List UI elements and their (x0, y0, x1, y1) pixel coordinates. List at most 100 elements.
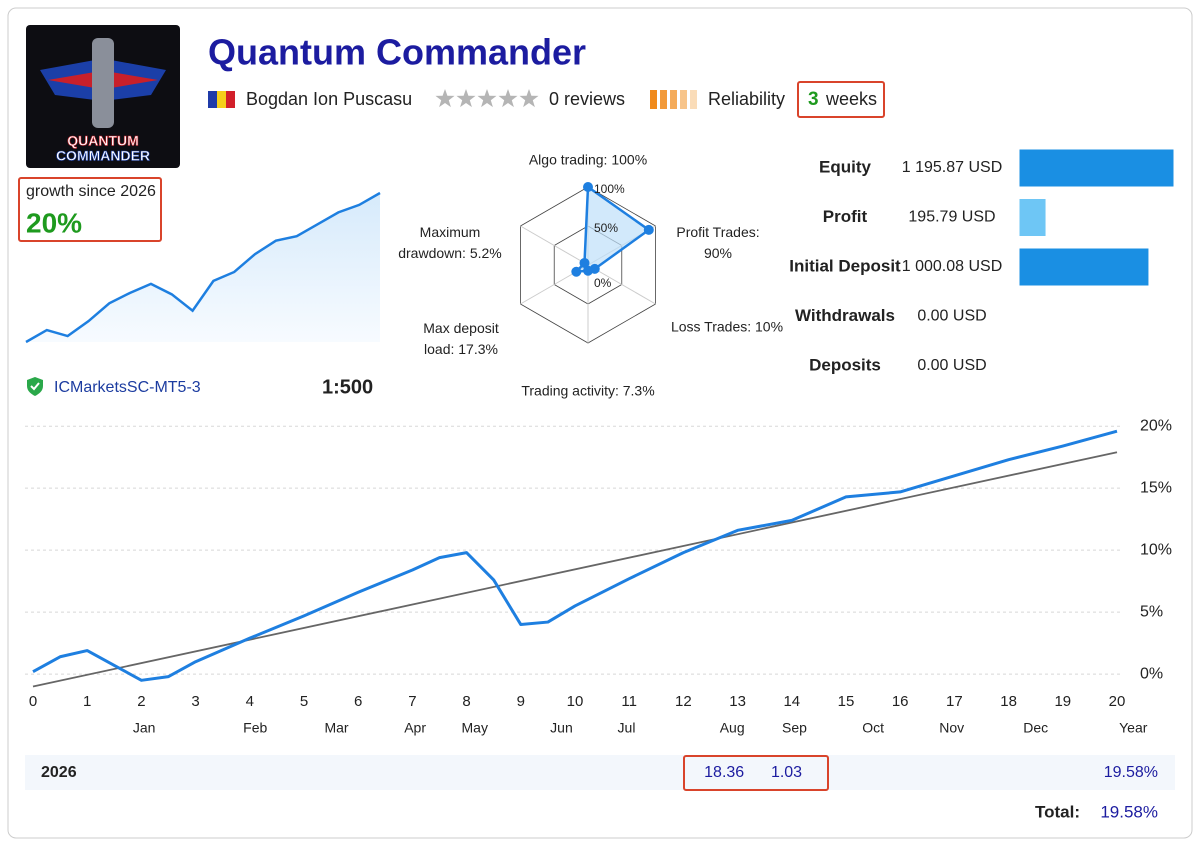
radar-label: Loss Trades: 10% (670, 318, 784, 335)
star (519, 89, 539, 108)
month-value: 18.36 (704, 764, 744, 781)
radar-point (583, 265, 593, 276)
x-tick-label: 7 (408, 693, 416, 710)
logo-text: COMMANDER (56, 148, 150, 164)
radar-label: Max deposit load: 17.3% (423, 320, 499, 357)
radar-spoke (587, 264, 656, 305)
month-label: Nov (939, 720, 964, 736)
reviews[interactable]: 0 reviews (549, 89, 625, 109)
reliability-bar (680, 90, 687, 109)
balance-value: 1 195.87 USD (902, 159, 1003, 176)
radar-point (579, 257, 590, 268)
x-tick-label: 17 (946, 693, 963, 710)
balance-value: 0.00 USD (917, 308, 986, 325)
month-label: Year (1119, 720, 1148, 736)
table-row (25, 755, 1175, 790)
total-value: 19.58% (1100, 802, 1158, 821)
radar-tick-label: 50% (594, 221, 618, 235)
balance-bar (1019, 149, 1174, 187)
x-tick-label: 4 (246, 693, 254, 710)
balance-bar (1019, 199, 1046, 236)
balance-label: Equity (819, 157, 871, 176)
logo-figure (92, 38, 114, 128)
balance-value: 1 000.08 USD (902, 258, 1003, 275)
month-label: Sep (782, 720, 807, 736)
x-tick-label: 6 (354, 693, 362, 710)
star (498, 89, 518, 108)
star (477, 89, 497, 108)
month-label: Jan (133, 720, 156, 736)
age-unit: weeks (825, 89, 877, 109)
trend-line (32, 451, 1118, 688)
flag (208, 91, 217, 108)
balance-value: 195.79 USD (908, 209, 995, 226)
radar-label: Trading activity: 7.3% (521, 382, 655, 399)
radar-tick-label: 100% (594, 182, 625, 196)
balance-label: Withdrawals (795, 306, 895, 325)
growth-value: 20% (26, 207, 82, 238)
table-year: 2026 (41, 764, 77, 781)
logo-wing (48, 72, 95, 88)
x-tick-label: 0 (29, 693, 37, 710)
verified-icon (30, 382, 40, 391)
month-label: May (462, 720, 488, 736)
reliability-bar (650, 90, 657, 109)
x-tick-label: 16 (892, 693, 909, 710)
balance-label: Initial Deposit (789, 256, 901, 275)
highlight-box (683, 755, 829, 791)
growth-line (32, 429, 1118, 682)
y-tick-label: 5% (1140, 603, 1163, 620)
y-tick-label: 20% (1140, 417, 1172, 434)
reliability-bars (650, 90, 697, 109)
x-tick-label: 20 (1109, 693, 1126, 710)
month-label: Mar (324, 720, 348, 736)
x-tick-label: 9 (517, 693, 525, 710)
x-tick-label: 18 (1000, 693, 1017, 710)
month-label: Apr (404, 720, 426, 736)
sparkline-area (26, 193, 380, 342)
y-tick-label: 0% (1140, 665, 1163, 682)
x-tick-label: 8 (462, 693, 470, 710)
x-tick-label: 19 (1054, 693, 1071, 710)
reliability-bar (660, 90, 667, 109)
x-tick-label: 1 (83, 693, 91, 710)
year-total: 19.58% (1104, 764, 1158, 781)
reliability-bar (670, 90, 677, 109)
sparkline (25, 191, 381, 344)
flag (217, 91, 226, 108)
star (435, 89, 455, 108)
month-label: Oct (862, 720, 884, 736)
x-tick-label: 13 (729, 693, 746, 710)
highlight-box (797, 81, 885, 118)
x-tick-label: 2 (137, 693, 145, 710)
x-tick-label: 12 (675, 693, 692, 710)
reliability-bar (690, 90, 697, 109)
month-label: Dec (1023, 720, 1048, 736)
x-tick-label: 14 (783, 693, 800, 710)
flag (226, 91, 235, 108)
logo-wing (111, 72, 158, 88)
month-label: Feb (243, 720, 267, 736)
balance-label: Deposits (809, 355, 881, 374)
y-tick-label: 15% (1140, 479, 1172, 496)
author[interactable]: Bogdan Ion Puscasu (246, 89, 412, 109)
age-value: 3 (808, 89, 819, 110)
x-tick-label: 15 (838, 693, 855, 710)
x-tick-label: 11 (621, 693, 637, 710)
radar-label: Algo trading: 100% (528, 151, 648, 168)
highlight-box (18, 177, 162, 242)
balance-label: Profit (823, 207, 868, 226)
month-label: Jul (618, 720, 636, 736)
radar-label: Profit Trades: 90% (676, 224, 760, 261)
logo-text: QUANTUM (67, 133, 139, 149)
radar-point (571, 266, 582, 277)
x-tick-label: 3 (191, 693, 199, 710)
radar-label: Maximum drawdown: 5.2% (398, 224, 502, 261)
reliability: Reliability (708, 89, 785, 109)
x-tick-label: 5 (300, 693, 308, 710)
balance-value: 0.00 USD (917, 357, 986, 374)
server[interactable]: ICMarketsSC-MT5-3 (54, 379, 201, 396)
signal-title[interactable]: Quantum Commander (208, 32, 586, 73)
